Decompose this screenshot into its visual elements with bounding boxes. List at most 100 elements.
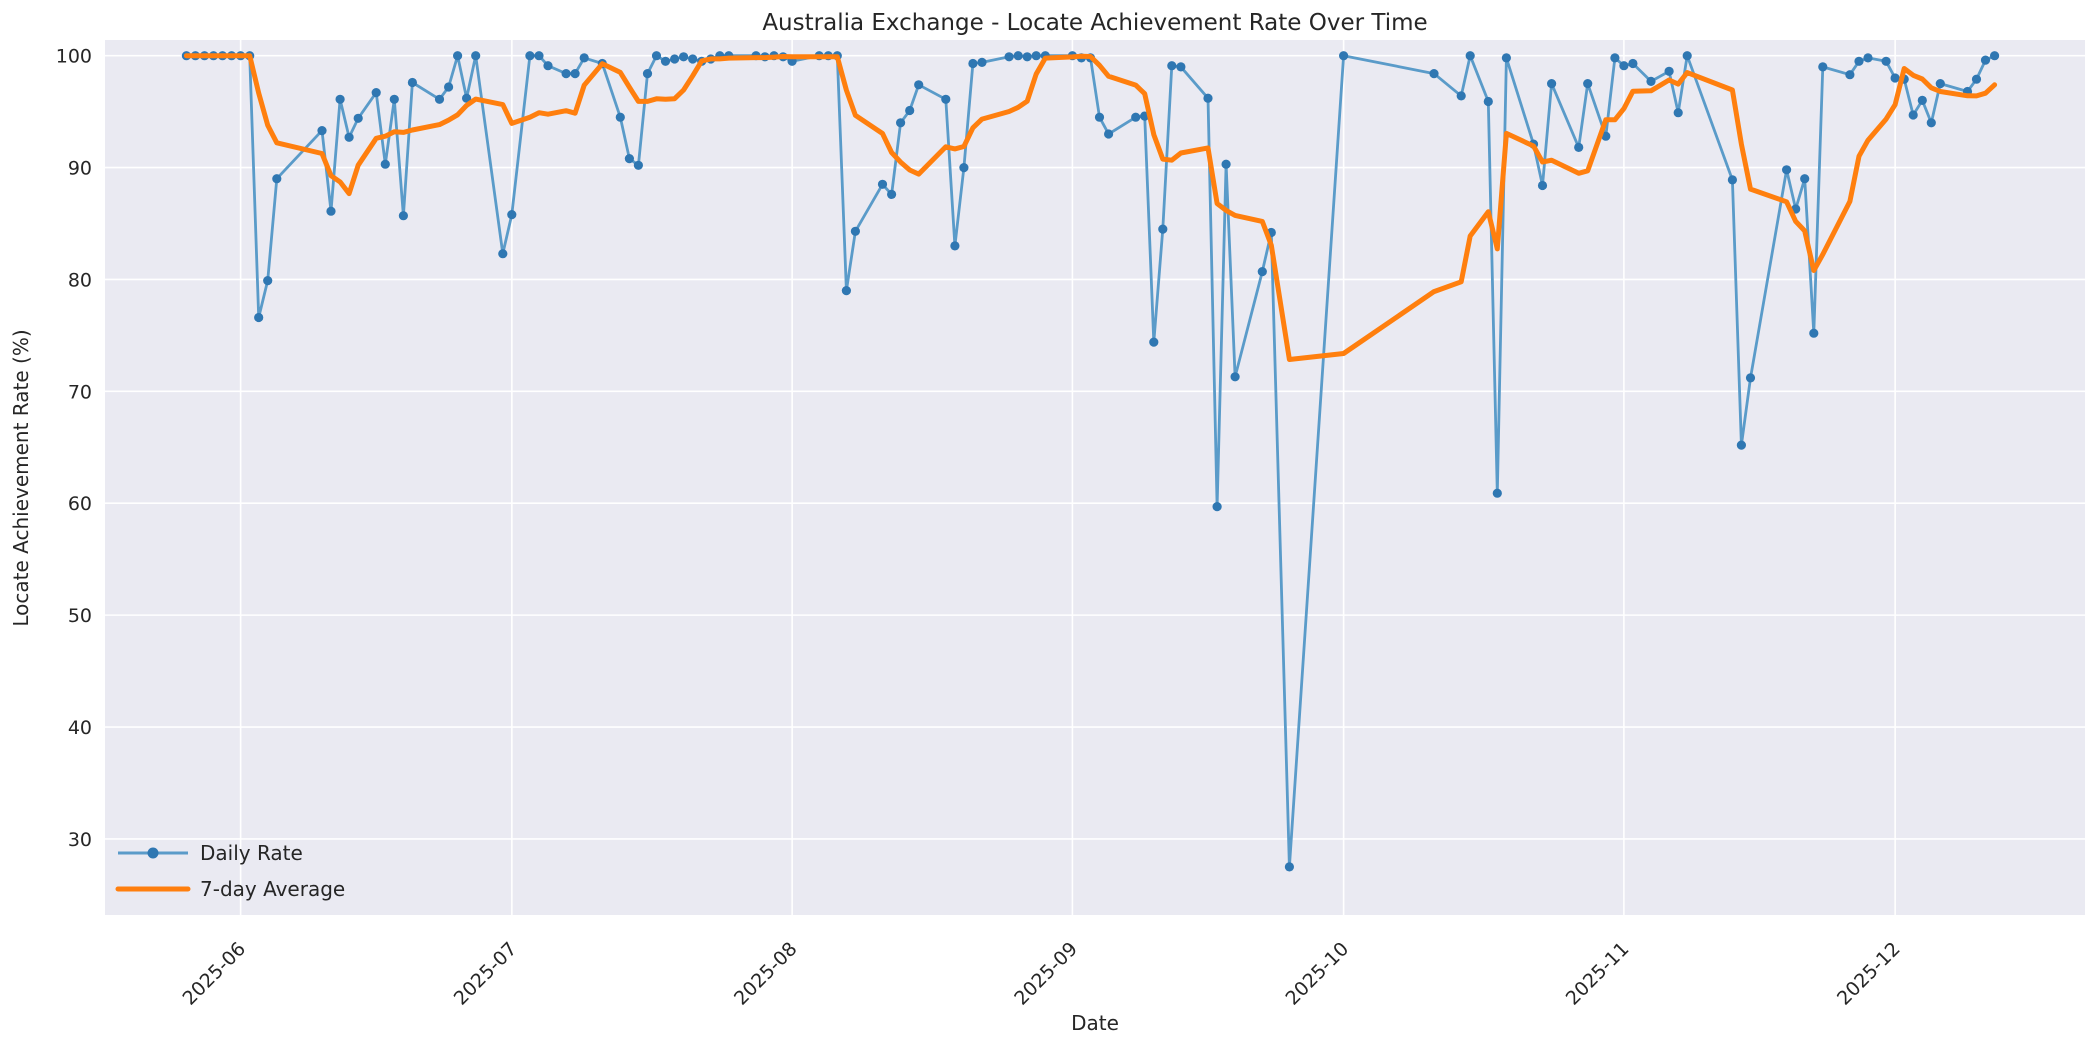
daily-rate-marker [579, 53, 589, 63]
daily-rate-marker [968, 58, 978, 69]
daily-rate-marker [1809, 328, 1819, 338]
legend-item-7day-average: 7-day Average [115, 877, 345, 901]
y-tick-label: 90 [68, 158, 92, 180]
daily-rate-marker [1745, 373, 1756, 383]
daily-rate-marker [1031, 51, 1041, 61]
daily-rate-marker [1492, 488, 1502, 498]
daily-rate-marker [1013, 51, 1023, 61]
daily-rate-marker [254, 312, 264, 323]
daily-rate-marker [670, 54, 680, 64]
daily-rate-marker [507, 210, 517, 220]
series-7day-average [183, 53, 1998, 362]
daily-rate-marker [1818, 62, 1828, 72]
daily-rate-marker [1429, 69, 1439, 79]
x-tick-label: 2025-12 [1833, 938, 1905, 1010]
daily-rate-marker [1501, 53, 1511, 63]
daily-rate-marker [317, 126, 327, 136]
legend-item-daily-rate: Daily Rate [118, 841, 303, 865]
daily-rate-marker [1628, 58, 1638, 69]
x-tick-label: 2025-06 [178, 938, 250, 1010]
daily-rate-marker [1104, 129, 1114, 139]
daily-rate-marker [380, 159, 390, 169]
daily-rate-marker [398, 211, 408, 221]
daily-rate-marker [1574, 142, 1584, 152]
daily-rate-marker [1908, 110, 1918, 120]
daily-rate-marker [1990, 51, 2000, 61]
legend: Daily Rate 7-day Average [115, 841, 345, 901]
daily-rate-marker [1158, 224, 1168, 234]
daily-rate-marker [1094, 112, 1105, 122]
legend-daily-rate-label: Daily Rate [200, 841, 303, 865]
daily-rate-marker [905, 105, 915, 116]
daily-rate-marker [389, 94, 399, 104]
daily-rate-marker [570, 69, 580, 79]
y-tick-label: 80 [68, 269, 92, 291]
daily-rate-marker [1230, 372, 1240, 382]
daily-rate-marker [887, 189, 897, 199]
daily-rate-marker [1004, 52, 1014, 62]
daily-rate-marker [1854, 56, 1864, 66]
daily-rate-marker [371, 88, 381, 98]
daily-rate-marker [1483, 96, 1493, 107]
daily-rate-marker [1456, 91, 1466, 101]
daily-rate-marker [1221, 159, 1231, 169]
y-tick-label: 60 [68, 493, 92, 515]
daily-rate-marker [1203, 93, 1213, 103]
daily-rate-marker [850, 226, 861, 236]
daily-rate-marker [1890, 73, 1900, 83]
daily-rate-marker [688, 54, 698, 64]
daily-rate-marker [950, 241, 960, 251]
x-axis-label: Date [1071, 1011, 1119, 1035]
x-tick-label: 2025-09 [1010, 938, 1082, 1010]
daily-rate-marker [462, 93, 472, 103]
chart-title: Australia Exchange - Locate Achievement … [762, 10, 1427, 36]
daily-rate-marker [1537, 180, 1548, 191]
daily-rate-marker [959, 163, 969, 173]
daily-rate-marker [498, 249, 508, 259]
x-tick-label: 2025-07 [450, 938, 522, 1010]
daily-rate-marker [615, 112, 625, 122]
y-tick-label: 70 [68, 381, 92, 403]
daily-rate-marker [1727, 175, 1737, 185]
daily-rate-marker [633, 160, 644, 170]
daily-rate-marker [272, 174, 282, 184]
daily-rate-marker [1176, 62, 1186, 72]
daily-rate-marker [444, 82, 454, 92]
daily-rate-marker [1284, 862, 1294, 872]
daily-rate-marker [1917, 95, 1927, 105]
daily-rate-marker [1980, 55, 1991, 65]
daily-rate-marker [1926, 118, 1936, 128]
y-tick-label: 40 [68, 717, 92, 739]
daily-rate-marker [1149, 337, 1159, 347]
daily-rate-marker [1845, 70, 1855, 80]
daily-rate-marker [534, 51, 544, 61]
daily-rate-marker [1465, 51, 1475, 61]
gridlines [105, 40, 2085, 915]
daily-rate-marker [896, 118, 906, 128]
daily-rate-marker [624, 154, 635, 164]
daily-rate-marker [263, 276, 273, 286]
legend-7day-average-label: 7-day Average [200, 877, 345, 901]
daily-rate-marker [434, 94, 445, 104]
daily-rate-marker [1212, 502, 1222, 512]
daily-rate-marker [471, 51, 481, 61]
daily-rate-marker [1736, 440, 1746, 450]
daily-rate-marker [1971, 74, 1982, 84]
daily-rate-marker [1601, 131, 1611, 141]
daily-rate-marker [525, 51, 535, 61]
daily-rate-marker [1583, 79, 1593, 89]
daily-rate-marker [1547, 79, 1557, 89]
daily-rate-marker [1022, 52, 1032, 62]
daily-rate-marker [326, 206, 336, 216]
x-tick-label: 2025-11 [1562, 938, 1634, 1010]
daily-rate-marker [407, 77, 417, 88]
daily-rate-marker [353, 113, 363, 123]
daily-rate-marker [1682, 51, 1692, 61]
plot-area [105, 40, 2085, 915]
daily-rate-marker [841, 286, 852, 296]
daily-rate-marker [1881, 56, 1891, 66]
daily-rate-marker [877, 179, 888, 189]
daily-rate-marker [1935, 79, 1945, 89]
